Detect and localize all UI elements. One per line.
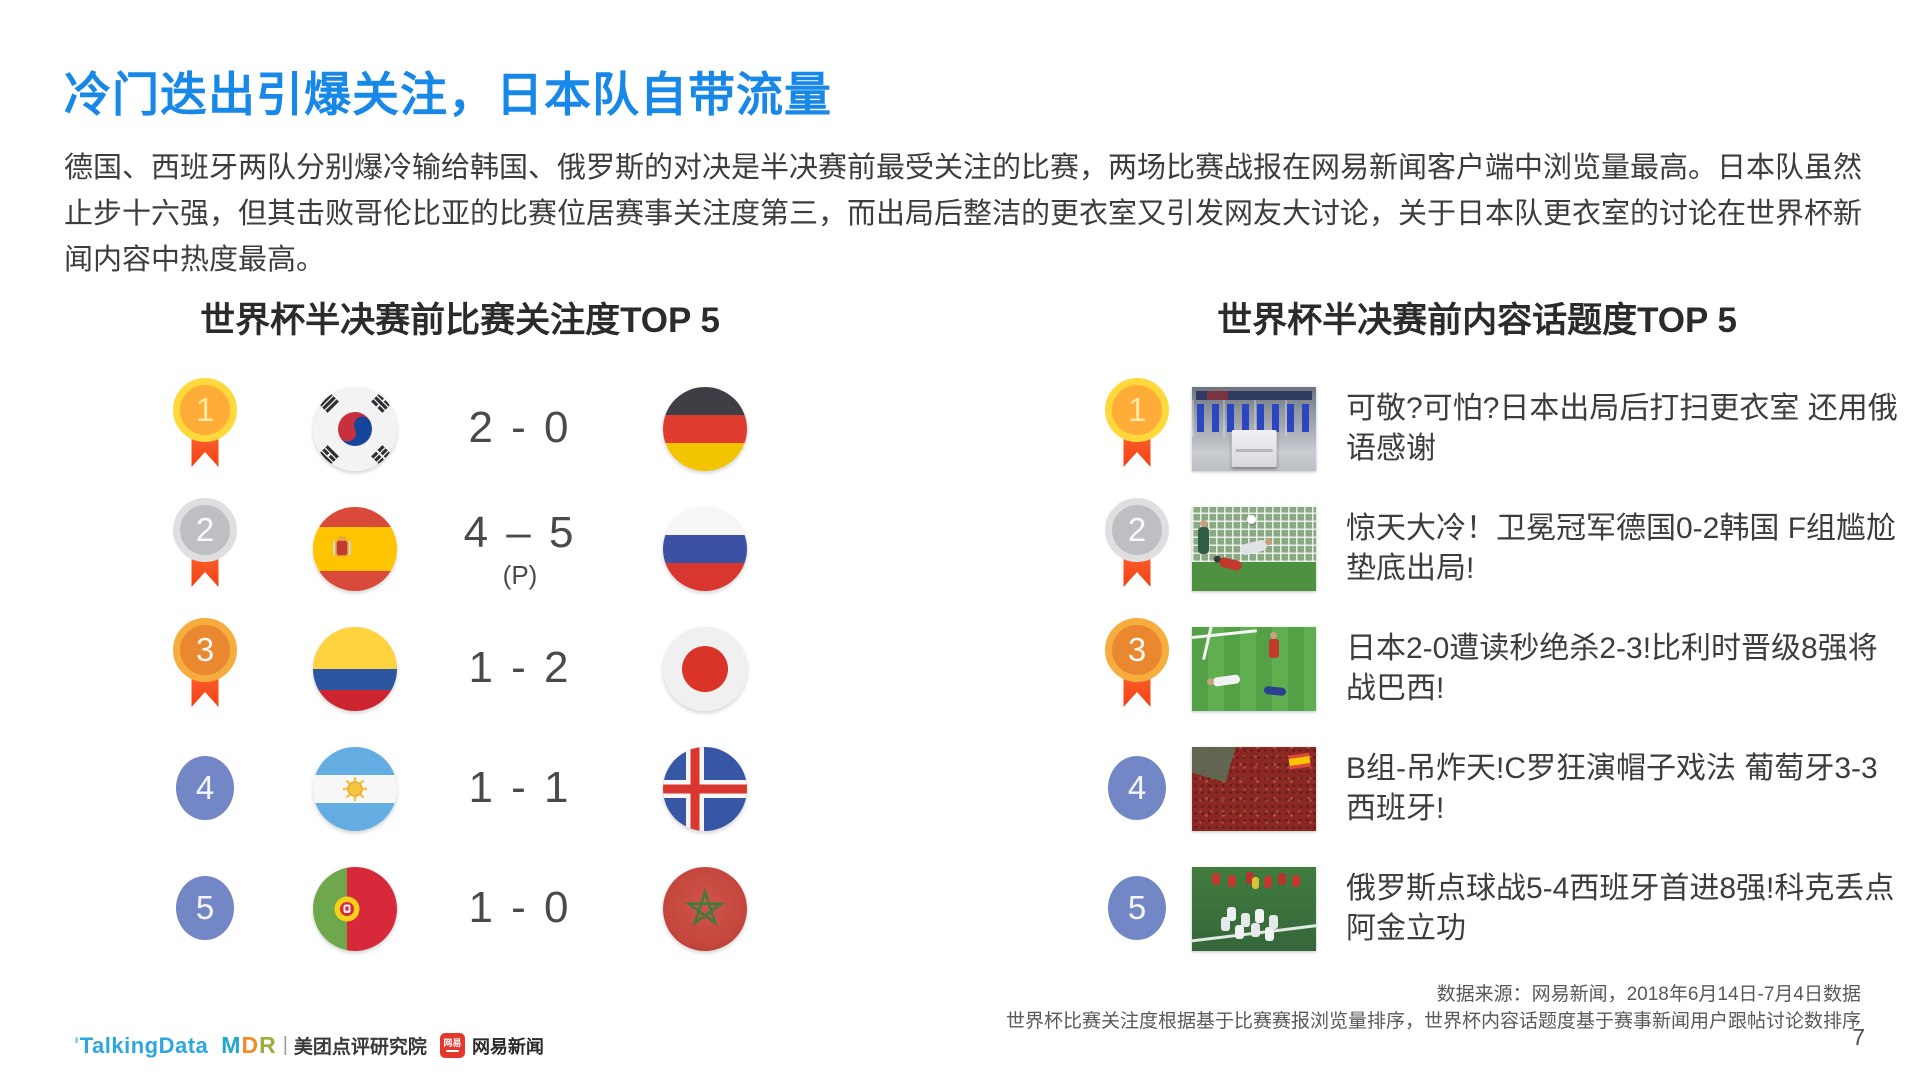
mdr-logo-icon: MDR bbox=[221, 1032, 277, 1058]
data-source-line1: 数据来源：网易新闻，2018年6月14日-7月4日数据 bbox=[1436, 984, 1861, 1005]
news-headline: 俄罗斯点球战5-4西班牙首进8强!科克丢点阿金立功 bbox=[1346, 872, 1895, 945]
topic-ranking-title: 世界杯半决赛前内容话题度TOP 5 bbox=[1217, 301, 1737, 340]
news-thumbnail-locker-room bbox=[1192, 387, 1316, 471]
meituan-dianping-institute-logo: MDR | 美团点评研究院 bbox=[221, 1032, 427, 1058]
gold-medal-icon: 1 bbox=[172, 378, 238, 480]
netease-icon: 网易 bbox=[439, 1033, 465, 1058]
match-row: 3 1 - 2 bbox=[130, 609, 882, 729]
iceland-flag-icon bbox=[663, 747, 747, 831]
bronze-medal-icon: 3 bbox=[1104, 618, 1170, 720]
netease-news-logo: 网易 网易新闻 bbox=[439, 1033, 544, 1059]
page-number: 7 bbox=[1852, 1024, 1865, 1050]
data-source-line2: 世界杯比赛关注度根据基于比赛赛报浏览量排序，世界杯内容话题度基于赛事新闻用户跟帖… bbox=[1005, 1010, 1861, 1032]
topic-row: 2 惊天大冷！卫冕冠军德国0-2韩国 F组尴尬垫底出局! bbox=[1082, 489, 1915, 609]
germany-flag-icon bbox=[663, 387, 747, 471]
portugal-flag-icon bbox=[313, 867, 397, 951]
japan-flag-icon bbox=[663, 627, 747, 711]
news-thumbnail-penalty-scene bbox=[1192, 867, 1316, 951]
news-headline: 惊天大冷！卫冕冠军德国0-2韩国 F组尴尬垫底出局! bbox=[1346, 512, 1897, 585]
penalty-note: (P) bbox=[502, 559, 538, 590]
match-row: 4 1 - 1 bbox=[130, 729, 882, 849]
data-source-note: 数据来源：网易新闻，2018年6月14日-7月4日数据 世界杯比赛关注度根据基于… bbox=[1006, 982, 1861, 1036]
news-headline: 可敬?可怕?日本出局后打扫更衣室 还用俄语感谢 bbox=[1346, 392, 1898, 465]
footer-logos: 'TalkingData MDR | 美团点评研究院 网易 网易新闻 bbox=[74, 1032, 544, 1059]
match-row: 2 4 – 5 (P) bbox=[130, 489, 882, 609]
argentina-flag-icon bbox=[313, 747, 397, 831]
morocco-flag-icon bbox=[663, 867, 747, 951]
rank-5-badge-icon: 5 bbox=[1104, 876, 1170, 942]
match-ranking-title: 世界杯半决赛前比赛关注度TOP 5 bbox=[200, 301, 720, 340]
rank-4-badge-icon: 4 bbox=[172, 756, 238, 822]
match-ranking-panel: 世界杯半决赛前比赛关注度TOP 5 1 2 - 0 2 4 – 5 (P) 3 1… bbox=[130, 292, 882, 969]
match-score: 1 - 2 bbox=[468, 643, 572, 692]
page-title: 冷门迭出引爆关注，日本队自带流量 bbox=[64, 68, 832, 121]
rank-5-badge-icon: 5 bbox=[172, 876, 238, 942]
topic-ranking-panel: 世界杯半决赛前内容话题度TOP 5 1 可敬?可怕?日本出局后打扫更衣室 还用俄… bbox=[1082, 292, 1915, 969]
news-thumbnail-goal-scene bbox=[1192, 507, 1316, 591]
rank-4-badge-icon: 4 bbox=[1104, 756, 1170, 822]
match-score: 1 - 1 bbox=[468, 763, 572, 812]
silver-medal-icon: 2 bbox=[172, 498, 238, 600]
silver-medal-icon: 2 bbox=[1104, 498, 1170, 600]
topic-row: 3 日本2-0遭读秒绝杀2-3!比利时晋级8强将战巴西! bbox=[1082, 609, 1915, 729]
news-thumbnail-fans-scene bbox=[1192, 747, 1316, 831]
spain-flag-icon bbox=[313, 507, 397, 591]
south-korea-flag-icon bbox=[313, 387, 397, 471]
talkingdata-logo: 'TalkingData bbox=[74, 1032, 209, 1058]
gold-medal-icon: 1 bbox=[1104, 378, 1170, 480]
topic-row: 1 可敬?可怕?日本出局后打扫更衣室 还用俄语感谢 bbox=[1082, 369, 1915, 489]
match-score: 1 - 0 bbox=[468, 883, 572, 932]
topic-row: 4 B组-吊炸天!C罗狂演帽子戏法 葡萄牙3-3西班牙! bbox=[1082, 729, 1915, 849]
news-headline: 日本2-0遭读秒绝杀2-3!比利时晋级8强将战巴西! bbox=[1346, 632, 1878, 705]
russia-flag-icon bbox=[663, 507, 747, 591]
colombia-flag-icon bbox=[313, 627, 397, 711]
match-row: 5 1 - 0 bbox=[130, 849, 882, 969]
topic-row: 5 俄罗斯点球战5-4西班牙首进8强!科克丢点阿金立功 bbox=[1082, 849, 1915, 969]
intro-paragraph: 德国、西班牙两队分别爆冷输给韩国、俄罗斯的对决是半决赛前最受关注的比赛，两场比赛… bbox=[64, 152, 1863, 276]
news-headline: B组-吊炸天!C罗狂演帽子戏法 葡萄牙3-3西班牙! bbox=[1346, 752, 1878, 825]
match-score: 2 - 0 bbox=[468, 403, 572, 452]
match-score: 4 – 5 bbox=[463, 507, 577, 557]
news-thumbnail-pitch-scene bbox=[1192, 627, 1316, 711]
bronze-medal-icon: 3 bbox=[172, 618, 238, 720]
match-row: 1 2 - 0 bbox=[130, 369, 882, 489]
